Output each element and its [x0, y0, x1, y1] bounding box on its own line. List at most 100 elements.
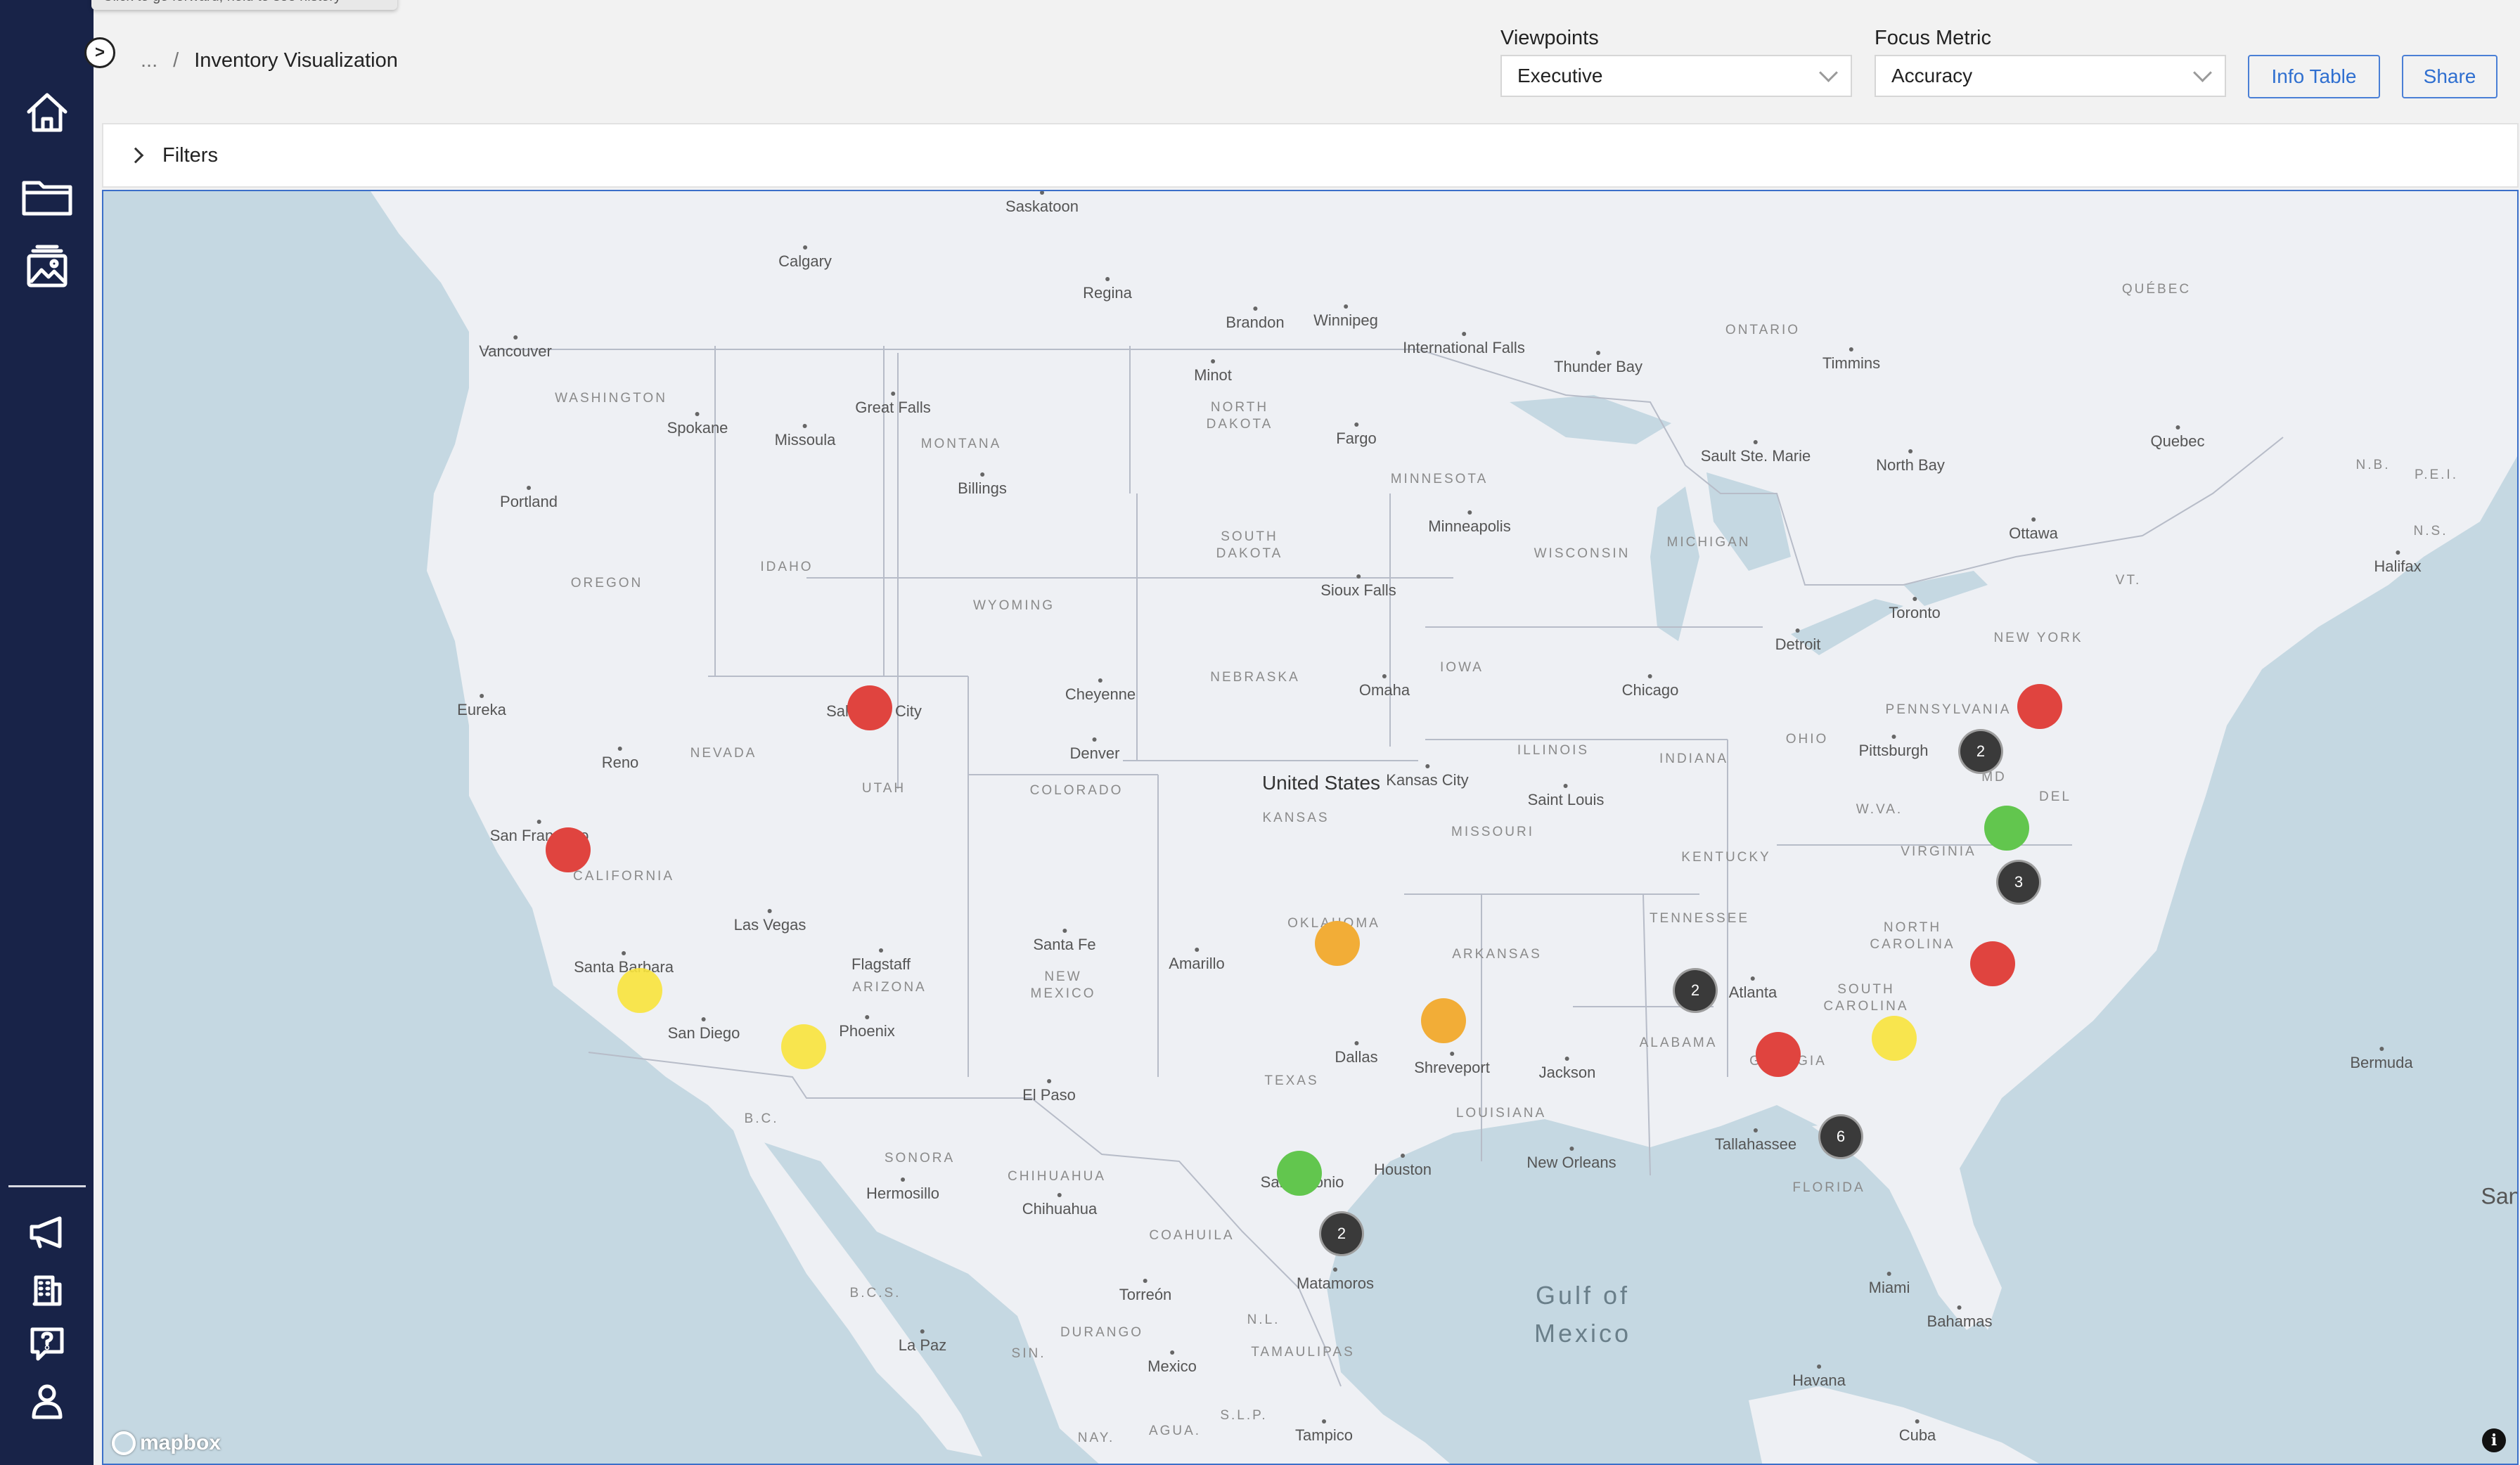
city-label: Phoenix — [839, 1015, 895, 1040]
breadcrumb-separator: / — [173, 49, 179, 72]
city-label: Minneapolis — [1428, 510, 1511, 535]
status-marker-orange[interactable] — [1315, 921, 1360, 966]
megaphone-icon[interactable] — [0, 1211, 94, 1253]
city-label: Houston — [1374, 1154, 1432, 1178]
state-label: MD — [1981, 770, 2007, 785]
city-label: Santa Fe — [1033, 929, 1096, 953]
share-button[interactable]: Share — [2402, 55, 2498, 98]
florida-land — [1812, 1119, 1988, 1330]
city-label: North Bay — [1876, 449, 1945, 474]
state-label: VT. — [2115, 573, 2142, 588]
viewpoints-value: Executive — [1517, 65, 1603, 86]
city-label: Billings — [958, 472, 1007, 497]
state-label: W.VA. — [1856, 802, 1903, 817]
status-marker-orange[interactable] — [1421, 998, 1466, 1043]
filters-label: Filters — [162, 143, 218, 167]
cluster-marker[interactable]: 2 — [1673, 968, 1718, 1013]
baja-peninsula — [715, 1070, 982, 1457]
state-label: VIRGINIA — [1901, 844, 1976, 859]
city-label: La Paz — [898, 1329, 947, 1354]
state-label: QUÉBEC — [2121, 282, 2192, 297]
city-label: Quebec — [2150, 425, 2205, 450]
city-label: Santa Barbara — [574, 951, 674, 976]
state-label: N.B. — [2355, 458, 2391, 472]
city-label: Flagstaff — [851, 948, 911, 973]
cluster-marker[interactable]: 2 — [1958, 729, 2003, 774]
user-icon[interactable] — [0, 1379, 94, 1424]
mapbox-attribution: mapbox — [140, 1431, 221, 1454]
focus-metric-label: Focus Metric — [1875, 27, 1991, 49]
mapbox-logo[interactable]: mapbox — [112, 1431, 221, 1455]
city-label: Saskatoon — [1005, 191, 1079, 215]
state-label: ILLINOIS — [1517, 743, 1590, 758]
city-label: Timmins — [1822, 347, 1881, 372]
map-basemap — [103, 191, 2517, 1464]
state-label: KENTUCKY — [1681, 850, 1771, 865]
map[interactable]: Saskatoon Calgary Regina Brandon Winnipe… — [102, 190, 2519, 1465]
city-label: Halifax — [2374, 550, 2422, 575]
status-marker-green[interactable] — [1277, 1151, 1322, 1196]
building-icon[interactable] — [0, 1269, 94, 1311]
city-label: Reno — [601, 747, 639, 771]
state-label: MICHIGAN — [1666, 535, 1751, 550]
status-marker-yellow[interactable] — [1872, 1016, 1917, 1061]
state-label: OHIO — [1785, 732, 1829, 747]
state-label: INDIANA — [1659, 751, 1729, 766]
help-icon[interactable] — [0, 1323, 94, 1365]
state-label: DURANGO — [1060, 1325, 1144, 1340]
status-marker-red[interactable] — [1970, 941, 2015, 986]
state-label: SOUTH CAROLINA — [1823, 982, 1909, 1014]
lake-huron — [1706, 472, 1791, 571]
status-marker-red[interactable] — [546, 827, 591, 872]
folder-icon[interactable] — [0, 172, 94, 221]
city-label: Regina — [1083, 277, 1132, 302]
info-table-button[interactable]: Info Table — [2248, 55, 2380, 98]
info-icon[interactable]: i — [2482, 1428, 2506, 1452]
viewpoints-select[interactable]: Executive — [1500, 55, 1852, 97]
state-label: COLORADO — [1029, 783, 1124, 798]
cluster-marker[interactable]: 2 — [1319, 1211, 1364, 1256]
mapbox-icon — [112, 1431, 136, 1455]
city-label: Miami — [1868, 1272, 1910, 1296]
status-marker-red[interactable] — [1756, 1032, 1801, 1077]
state-label: LOUISIANA — [1455, 1106, 1547, 1121]
city-label: El Paso — [1022, 1079, 1076, 1104]
lake-michigan — [1650, 486, 1699, 641]
city-label: Sioux Falls — [1320, 574, 1396, 599]
city-label: Havana — [1792, 1364, 1846, 1389]
city-label: Eureka — [457, 694, 506, 718]
expand-sidebar-button[interactable]: > — [84, 37, 115, 68]
city-label: Cuba — [1898, 1419, 1936, 1444]
status-marker-yellow[interactable] — [781, 1024, 826, 1069]
state-label: WYOMING — [973, 598, 1055, 613]
city-label: Amarillo — [1169, 948, 1225, 972]
status-marker-red[interactable] — [847, 685, 892, 730]
status-marker-red[interactable] — [2017, 684, 2062, 729]
state-label: CHIHUAHUA — [1008, 1169, 1106, 1184]
city-label: Chicago — [1621, 674, 1679, 699]
state-label: ONTARIO — [1725, 323, 1801, 337]
city-label: Torreón — [1119, 1279, 1172, 1303]
city-label: Sault Ste. Marie — [1700, 440, 1811, 465]
city-label: Bahamas — [1927, 1305, 1993, 1330]
focus-metric-value: Accuracy — [1891, 65, 1973, 86]
chevron-right-icon: > — [94, 43, 105, 62]
gallery-icon[interactable] — [0, 243, 94, 292]
cluster-marker[interactable]: 3 — [1996, 860, 2041, 905]
city-label: International Falls — [1403, 332, 1525, 356]
state-label: MINNESOTA — [1390, 472, 1489, 486]
state-label: KANSAS — [1262, 811, 1330, 825]
city-label: Chihuahua — [1022, 1193, 1098, 1218]
city-label: Las Vegas — [733, 909, 806, 934]
breadcrumb-ellipsis[interactable]: ... — [141, 49, 158, 72]
status-marker-green[interactable] — [1984, 806, 2029, 851]
state-label: OREGON — [570, 576, 643, 590]
city-label: Hermosillo — [866, 1177, 939, 1202]
filters-toggle[interactable]: Filters — [102, 123, 2519, 188]
focus-metric-select[interactable]: Accuracy — [1875, 55, 2226, 97]
home-icon[interactable] — [0, 88, 94, 137]
state-label: SIN. — [1011, 1346, 1046, 1361]
state-label: ARIZONA — [852, 980, 927, 995]
status-marker-yellow[interactable] — [617, 968, 662, 1013]
cluster-marker[interactable]: 6 — [1818, 1114, 1863, 1159]
